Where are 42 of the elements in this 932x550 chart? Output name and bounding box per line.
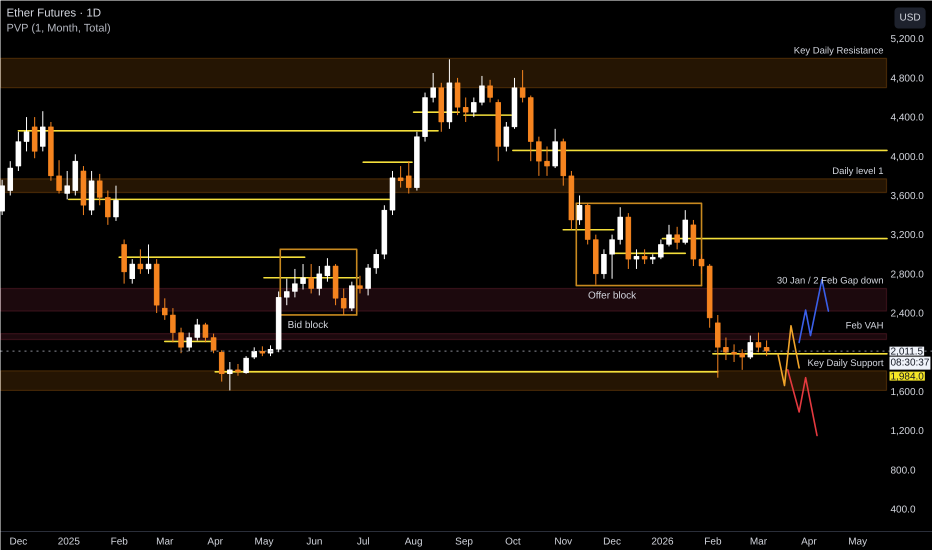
y-tick-label: 3,200.0 (890, 230, 924, 242)
y-axis-title: USD (900, 12, 921, 24)
text: PVP (1, Month, Total) (6, 22, 111, 34)
annotation: Bid block (288, 320, 330, 331)
y-tick-label: 2,400.0 (890, 308, 924, 320)
text: Ether Futures · 1D (6, 8, 102, 20)
y-tick-label: 400.0 (890, 504, 916, 516)
y-tick-label: 1,600.0 (890, 386, 924, 398)
y-tick-label: 2,800.0 (890, 269, 924, 280)
y-tick-label: 4,800.0 (890, 73, 924, 84)
x-tick-label: 2026 (651, 536, 674, 548)
x-tick-label: Oct (505, 536, 521, 548)
x-tick-label: Sep (455, 536, 474, 548)
x-tick-label: Jul (356, 536, 370, 548)
y-tick-label: 4,400.0 (890, 112, 924, 124)
x-tick-label: Mar (750, 536, 768, 548)
x-tick-label: Nov (554, 536, 572, 548)
y-tick-label: 5,200.0 (890, 34, 924, 46)
x-tick-label: Feb (704, 536, 722, 548)
y-tick-label: 4,000.0 (890, 152, 924, 163)
ref-line-label: 2,011.5 (890, 346, 924, 358)
annotation: 1,984.0 (890, 372, 924, 383)
x-tick-label: 2025 (58, 536, 80, 548)
y-tick-label: 1,200.0 (890, 426, 924, 438)
x-tick-label: Apr (801, 536, 818, 548)
x-tick-label: Dec (603, 536, 621, 548)
x-tick-label: Jun (306, 536, 322, 548)
y-tick-label: 800.0 (890, 465, 916, 476)
band-label: Key Daily Resistance (794, 45, 884, 56)
y-tick-label: 3,600.0 (890, 190, 924, 202)
x-tick-label: May (254, 536, 274, 548)
annotation: Offer block (588, 290, 638, 302)
x-tick-label: Mar (156, 536, 174, 548)
x-tick-label: Apr (207, 536, 224, 548)
annotation: 08:30:37 (890, 358, 930, 369)
x-tick-label: Aug (404, 536, 423, 548)
band-label: Key Daily Support (807, 358, 884, 369)
band-label: Daily level 1 (832, 166, 884, 177)
x-tick-label: May (848, 536, 868, 548)
x-tick-label: Dec (10, 536, 28, 548)
band-label: Feb VAH (846, 320, 884, 332)
x-tick-label: Feb (110, 536, 128, 548)
